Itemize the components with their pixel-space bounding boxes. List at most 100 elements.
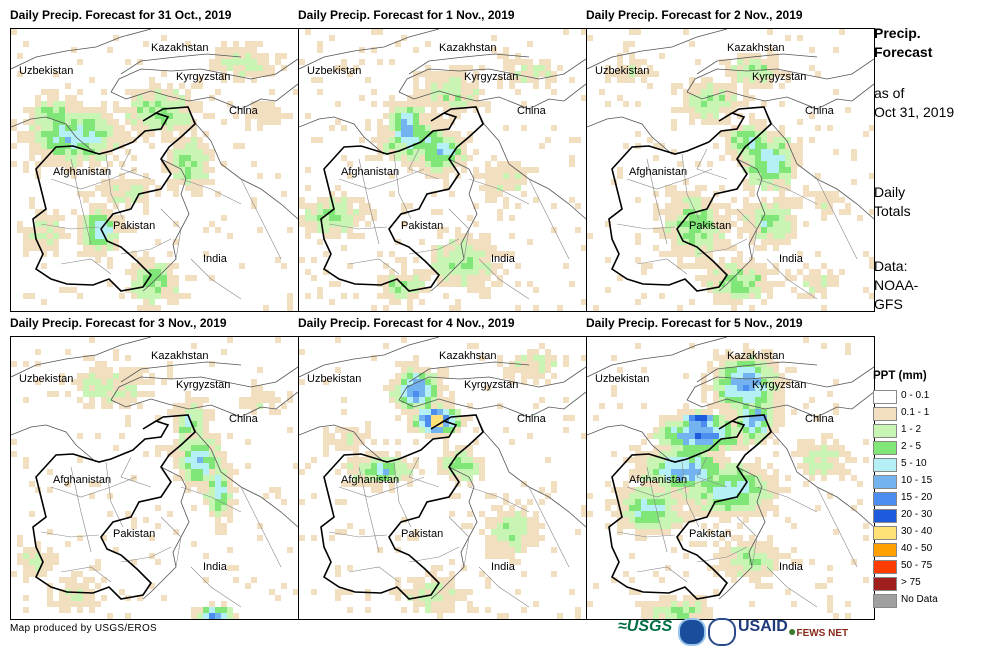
precip-cell [551,77,557,83]
precip-cell [203,445,209,451]
precip-cell [185,421,191,427]
precip-cell [413,577,419,583]
precip-cell [773,547,779,553]
precip-cell [119,403,125,409]
border-line [696,361,818,383]
precip-cell [749,137,755,143]
precip-cell [77,215,83,221]
precip-cell [149,95,155,101]
precip-cell [647,433,653,439]
precip-cell [443,457,449,463]
precip-cell [773,185,779,191]
precip-cell [155,559,161,565]
precip-cell [371,355,377,361]
precip-cell [107,125,113,131]
precip-cell [215,529,221,535]
precip-cell [203,469,209,475]
side-title: Precip. Forecast [874,24,932,62]
precip-cell [773,161,779,167]
precip-cell [665,233,671,239]
precip-cell [773,179,779,185]
precip-cell [47,89,53,95]
precip-cell [269,391,275,397]
precip-cell [443,71,449,77]
precip-cell [161,137,167,143]
precip-cell [719,245,725,251]
precip-cell [719,95,725,101]
precip-cell [377,137,383,143]
precip-cell [497,529,503,535]
precip-cell [461,149,467,155]
precip-cell [473,101,479,107]
precip-cell [317,239,323,245]
precip-cell [23,607,29,613]
precip-cell [431,263,437,269]
precip-cell [383,463,389,469]
precip-cell [167,161,173,167]
precip-cell [683,415,689,421]
precip-cell [749,185,755,191]
precip-cell [437,595,443,601]
precip-cell [107,233,113,239]
precip-cell [605,221,611,227]
precip-cell [677,263,683,269]
precip-cell [701,119,707,125]
precip-cell [407,305,413,311]
precip-cell [17,559,23,565]
map-frame: Kazakhstan Uzbekistan Kyrgyzstan China Afgha… [586,336,875,620]
precip-cell [143,367,149,373]
precip-cell [443,275,449,281]
admin-line [766,258,818,300]
precip-cell [581,433,586,439]
precip-cell [173,299,179,305]
precip-cell [755,59,761,65]
precip-cell [425,77,431,83]
precip-cell [419,269,425,275]
precip-cell [695,239,701,245]
precip-cell [521,361,527,367]
precip-cell [95,113,101,119]
precip-cell [305,185,311,191]
precip-cell [407,113,413,119]
precip-cell [401,137,407,143]
precip-cell [815,505,821,511]
precip-cell [227,487,233,493]
precip-map [299,337,586,619]
precip-cell [713,215,719,221]
precip-cell [311,227,317,233]
precip-cell [617,367,623,373]
precip-cell [419,275,425,281]
precip-cell [173,107,179,113]
precip-cell [323,433,329,439]
precip-cell [197,155,203,161]
precip-cell [53,155,59,161]
precip-cell [443,263,449,269]
precip-cell [785,185,791,191]
precip-cell [89,119,95,125]
precip-cell [689,119,695,125]
map-frame: Kazakhstan Uzbekistan Kyrgyzstan China Afgha… [10,28,299,312]
precip-cell [725,269,731,275]
precip-cell [239,71,245,77]
precip-cell [467,251,473,257]
precip-cell [617,275,623,281]
map-label-kazakhstan: Kazakhstan [439,42,497,54]
precip-cell [725,215,731,221]
precip-cell [695,415,701,421]
precip-cell [419,125,425,131]
precip-cell [173,143,179,149]
precip-cell [89,161,95,167]
precip-cell [443,469,449,475]
precip-cell [47,553,53,559]
precip-cell [203,451,209,457]
precip-cell [347,263,353,269]
precip-cell [131,269,137,275]
precip-cell [341,439,347,445]
precip-cell [305,269,311,275]
precip-cell [749,113,755,119]
precip-cell [761,367,767,373]
precip-cell [191,185,197,191]
precip-cell [821,287,827,293]
precip-cell [167,185,173,191]
precip-cell [719,275,725,281]
